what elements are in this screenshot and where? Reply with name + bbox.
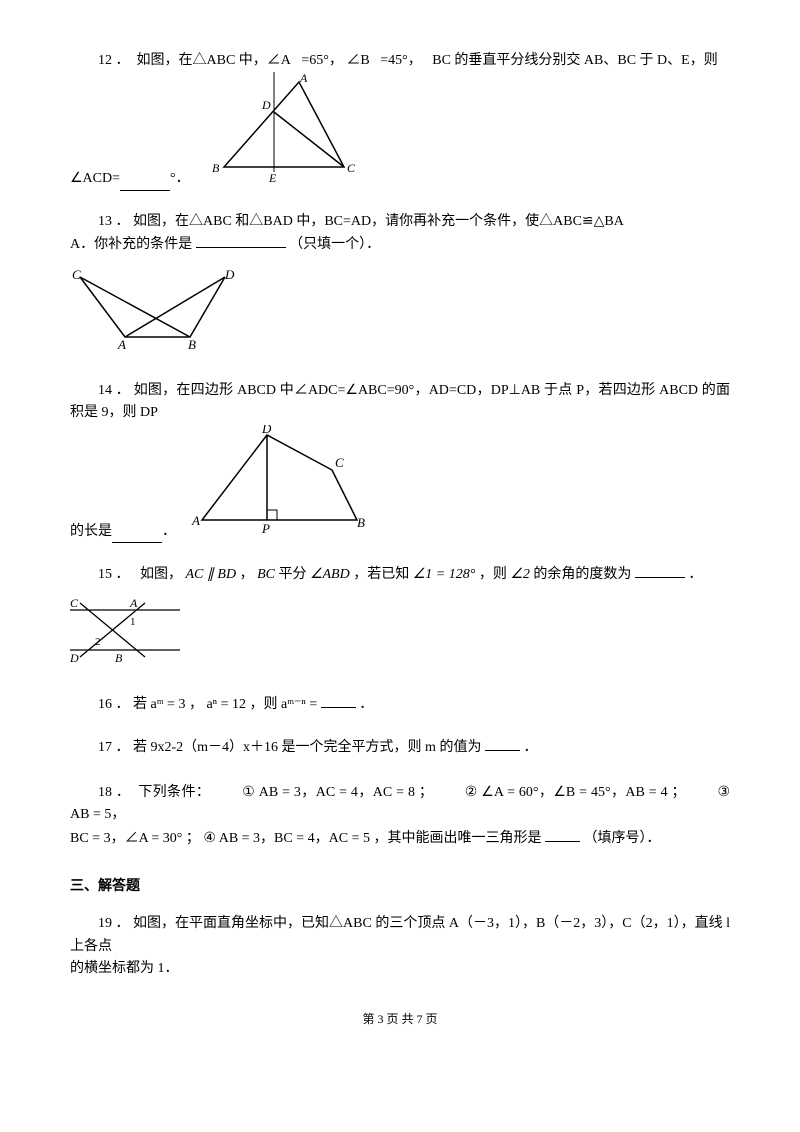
q14-blank bbox=[112, 528, 162, 543]
q15-label-D: D bbox=[70, 651, 79, 665]
q15-figure: C A D B 1 2 bbox=[70, 595, 730, 673]
question-18: 18 ． 下列条件： ① AB = 3，AC = 4，AC = 8 ； ② ∠A… bbox=[70, 780, 730, 851]
page-footer: 第 3 页 共 7 页 bbox=[70, 1010, 730, 1029]
q15-label-A: A bbox=[129, 596, 138, 610]
q14-label-P: P bbox=[261, 521, 270, 535]
q19-line2: 的横坐标都为 1． bbox=[70, 958, 730, 980]
page-container: 12 ． 如图，在△ABC 中，∠A =65°， ∠B =45°， BC 的垂直… bbox=[0, 0, 800, 1060]
q18-number: 18 bbox=[98, 785, 112, 800]
q14-number: 14 bbox=[98, 383, 112, 398]
q13-line2: A．你补充的条件是 （只填一个）． bbox=[70, 233, 730, 256]
q18-blank bbox=[545, 827, 580, 842]
q12-label-D: D bbox=[261, 98, 271, 112]
q15-number: 15 bbox=[98, 567, 112, 582]
q12-blank bbox=[120, 176, 170, 191]
question-12: 12 ． 如图，在△ABC 中，∠A =65°， ∠B =45°， BC 的垂直… bbox=[70, 50, 730, 191]
q16-number: 16 bbox=[98, 697, 112, 712]
q13-figure: C D A B bbox=[70, 267, 730, 360]
q13-label-B: B bbox=[188, 337, 196, 352]
question-17: 17 ． 若 9x2-2（m－4）x＋16 是一个完全平方式，则 m 的值为 ． bbox=[70, 736, 730, 759]
question-13: 13 ． 如图，在△ABC 和△BAD 中，BC=AD，请你再补充一个条件，使△… bbox=[70, 211, 730, 360]
q15-blank bbox=[635, 563, 685, 578]
q14-row2: 的长是 ． A B C D P bbox=[70, 425, 730, 543]
q12-row2: ∠ACD= °． A B C D E bbox=[70, 72, 730, 190]
q15-line1: 15 ． 如图， AC ∥ BD ， BC 平分 ∠ABD ，若已知 ∠1 = … bbox=[70, 563, 730, 586]
q14-figure: A B C D P bbox=[182, 425, 382, 543]
q13-label-A: A bbox=[117, 337, 126, 352]
section-3-title: 三、解答题 bbox=[70, 876, 730, 898]
question-16: 16 ． 若 aᵐ = 3 ， aⁿ = 12 ，则 aᵐ⁻ⁿ = ． bbox=[70, 693, 730, 716]
q13-blank bbox=[196, 233, 286, 248]
q12-number: 12 bbox=[98, 53, 112, 68]
q12-label-E: E bbox=[268, 171, 277, 182]
q13-label-C: C bbox=[72, 267, 81, 282]
q13-number: 13 bbox=[98, 214, 112, 229]
question-19: 19 ． 如图，在平面直角坐标中，已知△ABC 的三个顶点 A（－3，1），B（… bbox=[70, 913, 730, 980]
question-15: 15 ． 如图， AC ∥ BD ， BC 平分 ∠ABD ，若已知 ∠1 = … bbox=[70, 563, 730, 673]
q14-line1: 14 ． 如图，在四边形 ABCD 中∠ADC=∠ABC=90°，AD=CD，D… bbox=[70, 380, 730, 425]
q17-blank bbox=[485, 736, 520, 751]
q14-label-A: A bbox=[191, 513, 200, 528]
q13-line1: 13 ． 如图，在△ABC 和△BAD 中，BC=AD，请你再补充一个条件，使△… bbox=[70, 211, 730, 233]
q18-line1: 18 ． 下列条件： ① AB = 3，AC = 4，AC = 8 ； ② ∠A… bbox=[70, 780, 730, 827]
q12-label-A: A bbox=[299, 72, 308, 85]
q12-label-C: C bbox=[347, 161, 356, 175]
q14-label-B: B bbox=[357, 515, 365, 530]
q13-label-D: D bbox=[224, 267, 235, 282]
q17-number: 17 bbox=[98, 740, 112, 755]
q19-line1: 19 ． 如图，在平面直角坐标中，已知△ABC 的三个顶点 A（－3，1），B（… bbox=[70, 913, 730, 958]
q14-label-D: D bbox=[261, 425, 272, 436]
q15-label-1: 1 bbox=[130, 616, 136, 628]
q12-text-acd: ∠ACD= bbox=[70, 168, 120, 190]
q15-label-2: 2 bbox=[95, 636, 101, 648]
question-14: 14 ． 如图，在四边形 ABCD 中∠ADC=∠ABC=90°，AD=CD，D… bbox=[70, 380, 730, 543]
q14-label-C: C bbox=[335, 455, 344, 470]
q12-figure: A B C D E bbox=[204, 72, 364, 190]
q18-line2: BC = 3，∠A = 30° ； ④ AB = 3，BC = 4，AC = 5… bbox=[70, 826, 730, 850]
q16-blank bbox=[321, 693, 356, 708]
q15-label-C: C bbox=[70, 596, 79, 610]
q12-text-line1: 12 ． 如图，在△ABC 中，∠A =65°， ∠B =45°， BC 的垂直… bbox=[70, 50, 730, 72]
q19-number: 19 bbox=[98, 916, 112, 931]
q15-label-B: B bbox=[115, 651, 123, 665]
q12-label-B: B bbox=[212, 161, 220, 175]
